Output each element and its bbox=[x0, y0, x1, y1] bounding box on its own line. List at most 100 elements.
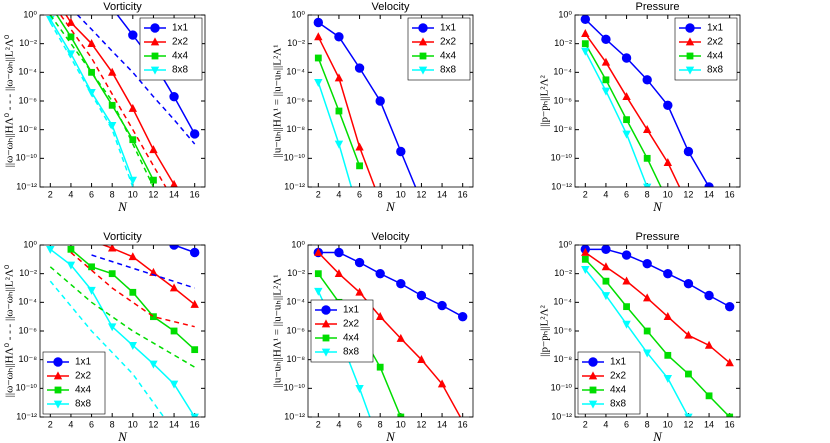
x-axis-label: N bbox=[385, 199, 396, 214]
legend-label: 4x4 bbox=[440, 51, 457, 62]
y-tick-label: 10⁻⁸ bbox=[18, 354, 37, 364]
marker bbox=[683, 146, 694, 157]
x-tick-label: 2 bbox=[316, 189, 321, 199]
marker bbox=[437, 379, 447, 388]
y-tick-label: 10⁻¹² bbox=[16, 181, 37, 191]
marker bbox=[107, 245, 117, 252]
y-tick-label: 10⁻⁴ bbox=[553, 67, 572, 77]
axes-box bbox=[39, 244, 206, 418]
marker bbox=[170, 179, 178, 187]
y-tick-label: 10⁻² bbox=[287, 38, 305, 48]
marker bbox=[581, 255, 589, 263]
dashed-line bbox=[49, 266, 196, 368]
marker bbox=[581, 29, 590, 38]
marker bbox=[683, 278, 694, 289]
marker bbox=[87, 39, 96, 48]
y-tick-label: 10⁻¹⁰ bbox=[284, 383, 306, 393]
marker bbox=[356, 162, 363, 170]
x-tick-label: 4 bbox=[603, 189, 608, 199]
subplot-title: Pressure bbox=[635, 231, 679, 243]
series-line bbox=[171, 245, 195, 254]
y-tick-label: 10⁻⁶ bbox=[287, 325, 306, 335]
plot-area bbox=[580, 15, 714, 187]
marker bbox=[704, 182, 714, 187]
x-tick-label: 16 bbox=[458, 189, 468, 199]
marker bbox=[642, 75, 652, 85]
x-tick-label: 16 bbox=[190, 419, 200, 429]
y-axis-label: ||u−uₕ||HΛ¹ = ||u−uₕ||L²Λ¹ bbox=[272, 274, 284, 387]
marker bbox=[684, 330, 693, 339]
marker bbox=[191, 346, 199, 354]
marker bbox=[314, 287, 323, 296]
dashed-line bbox=[49, 22, 134, 187]
marker bbox=[704, 340, 714, 349]
y-tick-label: 10⁻¹⁰ bbox=[16, 383, 38, 393]
marker bbox=[643, 327, 651, 335]
marker bbox=[47, 2, 54, 9]
legend-label: 8x8 bbox=[343, 347, 360, 358]
marker bbox=[416, 290, 427, 301]
x-tick-label: 14 bbox=[169, 189, 179, 199]
marker bbox=[128, 176, 138, 185]
marker bbox=[314, 32, 323, 41]
series-line bbox=[584, 268, 690, 417]
marker bbox=[354, 257, 365, 268]
marker bbox=[457, 311, 468, 322]
marker bbox=[107, 67, 117, 76]
x-tick-label: 6 bbox=[89, 419, 94, 429]
x-tick-label: 6 bbox=[357, 419, 362, 429]
marker bbox=[170, 327, 178, 335]
legend-label: 1x1 bbox=[707, 23, 724, 34]
x-tick-label: 10 bbox=[663, 419, 673, 429]
y-tick-label: 10⁰ bbox=[23, 239, 37, 249]
y-axis-label: ||u−uₕ||HΛ¹ = ||u−uₕ||L²Λ¹ bbox=[272, 44, 284, 157]
marker bbox=[321, 319, 331, 328]
marker bbox=[355, 212, 363, 220]
x-tick-label: 10 bbox=[396, 419, 406, 429]
x-tick-label: 10 bbox=[128, 189, 138, 199]
y-tick-label: 10⁻⁸ bbox=[553, 354, 572, 364]
marker bbox=[642, 183, 652, 187]
marker bbox=[589, 386, 597, 394]
y-axis-label: ||ω−ωₕ||HΛ⁰ - - - ||ω−ωₕ||L²Λ⁰ bbox=[4, 264, 16, 397]
y-tick-label: 10⁻¹⁰ bbox=[551, 153, 573, 163]
marker bbox=[355, 287, 364, 296]
marker bbox=[588, 357, 598, 367]
marker bbox=[67, 245, 75, 253]
x-tick-label: 8 bbox=[645, 189, 650, 199]
marker bbox=[685, 37, 695, 46]
x-tick-label: 2 bbox=[48, 189, 53, 199]
marker bbox=[685, 370, 692, 378]
y-tick-label: 10⁰ bbox=[23, 9, 37, 19]
legend-label: 4x4 bbox=[610, 385, 627, 396]
marker bbox=[190, 413, 199, 417]
marker bbox=[601, 34, 611, 45]
marker bbox=[322, 334, 330, 342]
y-tick-label: 10⁻⁶ bbox=[554, 325, 573, 335]
legend-label: 1x1 bbox=[610, 357, 627, 368]
y-tick-label: 10⁻¹² bbox=[16, 411, 37, 421]
marker bbox=[108, 101, 116, 109]
x-tick-label: 12 bbox=[683, 189, 693, 199]
x-tick-label: 12 bbox=[148, 189, 158, 199]
marker bbox=[53, 371, 63, 380]
axes-box bbox=[574, 244, 741, 418]
marker bbox=[354, 63, 365, 73]
marker bbox=[581, 47, 590, 56]
legend-label: 8x8 bbox=[440, 65, 457, 76]
marker bbox=[622, 92, 631, 101]
axes-box bbox=[307, 244, 474, 418]
y-tick-label: 10⁻¹⁰ bbox=[284, 153, 306, 163]
y-tick-label: 10⁻⁴ bbox=[18, 67, 37, 77]
y-tick-label: 10⁻⁴ bbox=[553, 297, 572, 307]
marker bbox=[418, 66, 428, 75]
series-line bbox=[584, 258, 731, 417]
legend-label: 8x8 bbox=[610, 399, 627, 410]
axes-box bbox=[307, 14, 474, 188]
marker bbox=[314, 54, 322, 62]
marker bbox=[149, 360, 158, 369]
subplot-title: Velocity bbox=[372, 1, 410, 13]
x-axis-label: N bbox=[652, 199, 663, 214]
y-tick-label: 10⁻⁴ bbox=[18, 297, 37, 307]
